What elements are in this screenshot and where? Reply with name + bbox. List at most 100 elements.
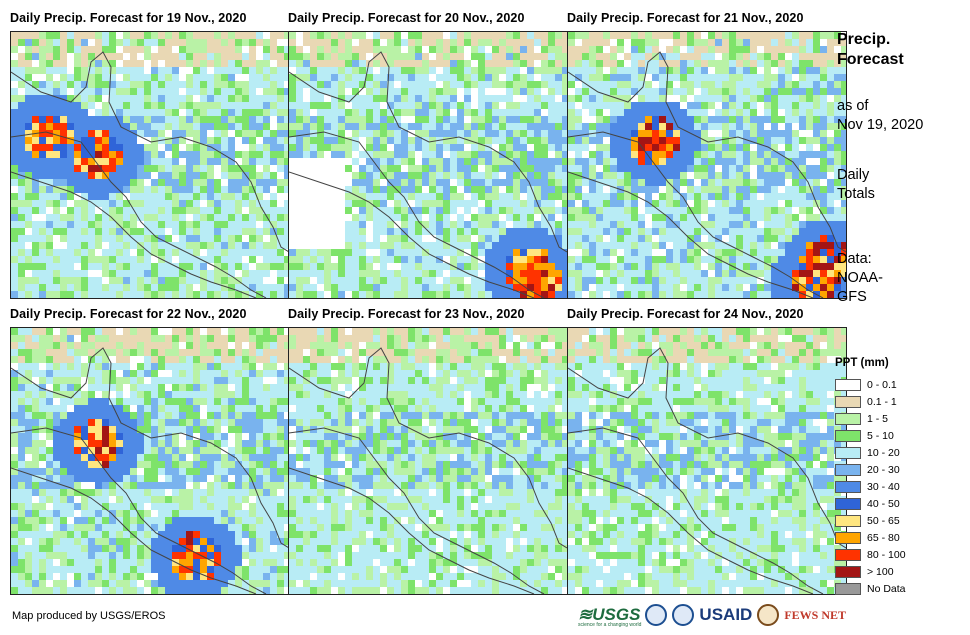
precip-cell xyxy=(722,81,729,88)
precip-cell xyxy=(284,207,289,214)
precip-cell xyxy=(562,137,567,144)
precip-cell xyxy=(750,102,757,109)
precip-cell xyxy=(130,349,137,356)
precip-cell xyxy=(102,398,109,405)
precip-cell xyxy=(534,158,541,165)
precip-cell xyxy=(214,249,221,256)
precip-cell xyxy=(820,214,827,221)
precip-cell xyxy=(589,284,596,291)
precip-cell xyxy=(771,32,778,39)
precip-cell xyxy=(450,151,457,158)
precip-cell xyxy=(785,235,792,242)
precip-cell xyxy=(478,235,485,242)
precip-cell xyxy=(39,349,46,356)
precip-cell xyxy=(345,130,352,137)
precip-cell xyxy=(123,342,130,349)
precip-cell xyxy=(310,39,317,46)
precip-cell xyxy=(443,186,450,193)
precip-cell xyxy=(799,130,806,137)
precip-cell xyxy=(478,95,485,102)
precip-cell xyxy=(750,256,757,263)
precip-cell xyxy=(666,60,673,67)
precip-cell xyxy=(53,284,60,291)
precip-cell xyxy=(67,32,74,39)
precip-cell xyxy=(562,277,567,284)
precip-cell xyxy=(249,109,256,116)
precip-cell xyxy=(589,221,596,228)
precip-cell xyxy=(165,88,172,95)
precip-cell xyxy=(401,74,408,81)
precip-cell xyxy=(11,60,18,67)
precip-cell xyxy=(680,235,687,242)
precip-cell xyxy=(799,95,806,102)
precip-cell xyxy=(324,158,331,165)
precip-cell xyxy=(408,74,415,81)
precip-cell xyxy=(151,228,158,235)
precip-cell xyxy=(158,67,165,74)
precip-cell xyxy=(624,88,631,95)
precip-cell xyxy=(116,81,123,88)
precip-cell xyxy=(179,172,186,179)
precip-cell xyxy=(235,249,242,256)
precip-cell xyxy=(806,221,813,228)
precip-cell xyxy=(317,214,324,221)
precip-cell xyxy=(499,74,506,81)
precip-cell xyxy=(617,74,624,81)
precip-cell xyxy=(506,81,513,88)
precip-cell xyxy=(464,116,471,123)
precip-cell xyxy=(506,270,513,277)
precip-cell xyxy=(207,81,214,88)
precip-cell xyxy=(785,256,792,263)
precip-cell xyxy=(673,277,680,284)
precip-cell xyxy=(18,32,25,39)
precip-cell xyxy=(722,67,729,74)
precip-cell xyxy=(820,165,827,172)
precip-cell xyxy=(151,165,158,172)
precip-cell xyxy=(366,74,373,81)
precip-cell xyxy=(624,151,631,158)
precip-cell xyxy=(589,102,596,109)
precip-cell xyxy=(331,46,338,53)
precip-cell xyxy=(277,221,284,228)
precip-cell xyxy=(464,158,471,165)
precip-cell xyxy=(60,46,67,53)
precip-cell xyxy=(694,270,701,277)
precip-cell xyxy=(179,328,186,335)
precip-cell xyxy=(228,172,235,179)
precip-cell xyxy=(785,53,792,60)
precip-cell xyxy=(88,74,95,81)
precip-cell xyxy=(228,67,235,74)
precip-cell xyxy=(109,144,116,151)
precip-cell xyxy=(352,193,359,200)
precip-cell xyxy=(303,235,310,242)
precip-cell xyxy=(116,398,123,405)
precip-cell xyxy=(130,67,137,74)
precip-cell xyxy=(172,228,179,235)
precip-cell xyxy=(144,60,151,67)
precip-cell xyxy=(589,88,596,95)
precip-cell xyxy=(520,39,527,46)
precip-cell xyxy=(443,53,450,60)
precip-cell xyxy=(478,165,485,172)
precip-cell xyxy=(457,172,464,179)
precip-cell xyxy=(596,235,603,242)
precip-cell xyxy=(256,151,263,158)
precip-cell xyxy=(813,53,820,60)
precip-cell xyxy=(263,370,270,377)
precip-cell xyxy=(249,256,256,263)
precip-cell xyxy=(18,228,25,235)
precip-cell xyxy=(46,235,53,242)
precip-cell xyxy=(81,256,88,263)
precip-cell xyxy=(527,200,534,207)
precip-cell xyxy=(207,116,214,123)
precip-cell xyxy=(137,53,144,60)
precip-cell xyxy=(457,249,464,256)
precip-cell xyxy=(617,214,624,221)
precip-cell xyxy=(471,74,478,81)
precip-cell xyxy=(193,137,200,144)
precip-cell xyxy=(310,67,317,74)
precip-cell xyxy=(457,39,464,46)
precip-cell xyxy=(249,277,256,284)
precip-cell xyxy=(88,356,95,363)
precip-cell xyxy=(39,398,46,405)
